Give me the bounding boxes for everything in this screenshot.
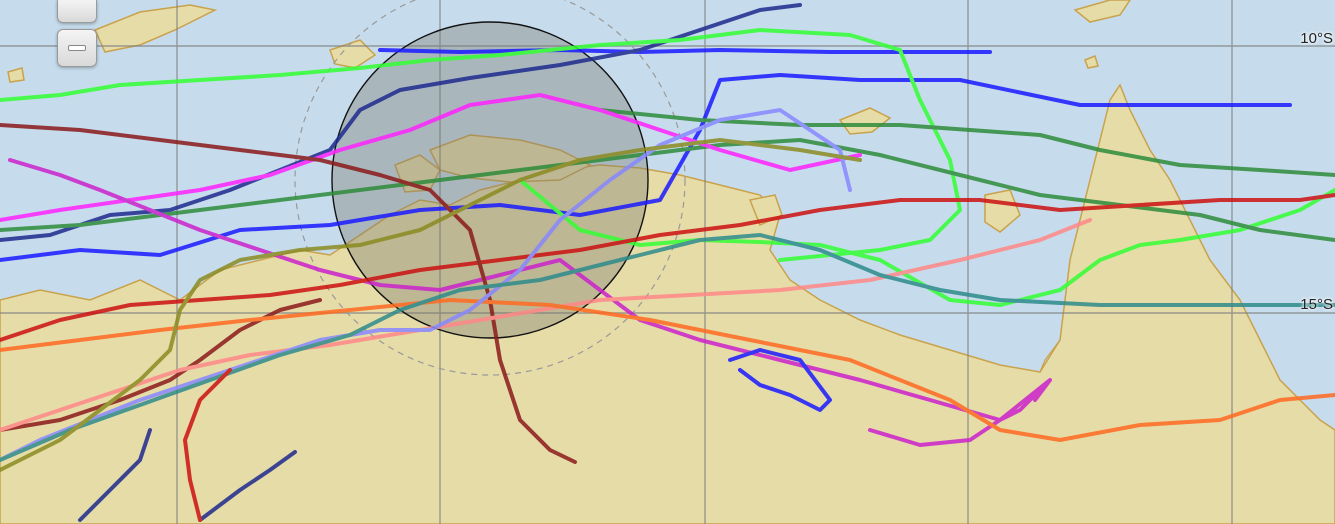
latitude-label-15s: 15°S	[1300, 296, 1333, 313]
cyclone-track[interactable]	[0, 218, 1092, 432]
cyclone-track[interactable]	[8, 158, 1052, 422]
island-small-1	[329, 39, 377, 69]
island-right-top	[1073, 0, 1131, 23]
coastline-detail	[1039, 339, 1061, 373]
island-small-4	[1084, 54, 1099, 69]
cyclone-track[interactable]	[598, 108, 1335, 177]
cyclone-track[interactable]	[0, 298, 1335, 442]
cyclone-track[interactable]	[518, 178, 1335, 307]
outer-radius-circle	[294, 0, 686, 376]
island-timor	[93, 4, 218, 53]
cyclone-track[interactable]	[198, 450, 297, 522]
cyclone-track[interactable]	[0, 93, 862, 222]
cyclone-track[interactable]	[0, 3, 802, 242]
cyclone-track[interactable]	[0, 193, 1335, 342]
latitude-label-10s: 10°S	[1300, 30, 1333, 47]
cyclone-track[interactable]	[0, 108, 852, 462]
cyclone-track[interactable]	[0, 233, 1335, 462]
cyclone-track[interactable]	[0, 138, 862, 472]
cyclone-track[interactable]	[183, 368, 232, 522]
island-small-2	[7, 67, 25, 83]
cyclone-track[interactable]	[0, 123, 577, 464]
cyclone-tracks[interactable]	[0, 3, 1335, 522]
zoom-control	[57, 0, 97, 67]
cyclone-track[interactable]	[728, 348, 832, 412]
minus-icon	[68, 45, 86, 51]
zoom-in-button[interactable]	[57, 0, 97, 23]
cyclone-track[interactable]	[78, 428, 152, 522]
cyclone-track[interactable]	[0, 28, 962, 262]
zoom-out-button[interactable]	[57, 29, 97, 67]
cyclone-track[interactable]	[868, 388, 1042, 447]
